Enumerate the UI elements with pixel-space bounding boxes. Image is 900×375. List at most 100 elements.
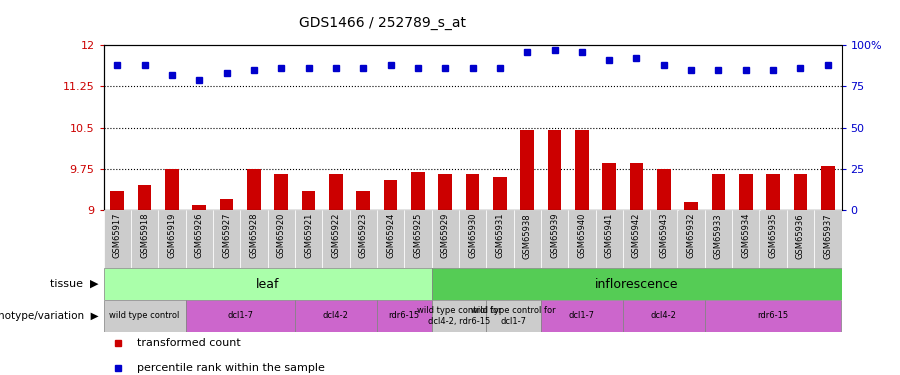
Text: GSM65934: GSM65934 [742,213,751,258]
Text: dcl4-2: dcl4-2 [651,311,677,320]
Bar [431,300,486,332]
Bar [712,174,725,210]
Bar [302,191,315,210]
Text: GSM65942: GSM65942 [632,213,641,258]
Bar [568,210,596,268]
Text: GSM65919: GSM65919 [167,213,176,258]
Bar [486,300,541,332]
Text: wild type control: wild type control [109,311,180,320]
Text: dcl4-2: dcl4-2 [323,311,349,320]
Text: leaf: leaf [256,278,279,291]
Text: rdr6-15: rdr6-15 [389,311,419,320]
Text: dcl1-7: dcl1-7 [569,311,595,320]
Bar [158,210,185,268]
Bar [486,210,514,268]
Text: GSM65918: GSM65918 [140,213,149,258]
Text: GSM65931: GSM65931 [495,213,504,258]
Text: wild type control for
dcl4-2, rdr6-15: wild type control for dcl4-2, rdr6-15 [417,306,501,326]
Text: tissue  ▶: tissue ▶ [50,279,99,289]
Text: GSM65917: GSM65917 [112,213,122,258]
Bar [404,210,431,268]
Text: GSM65921: GSM65921 [304,213,313,258]
Text: GSM65943: GSM65943 [660,213,669,258]
Bar [377,210,404,268]
Text: rdr6-15: rdr6-15 [758,311,788,320]
Bar [383,180,397,210]
Text: GSM65920: GSM65920 [276,213,285,258]
Text: GSM65923: GSM65923 [359,213,368,258]
Text: GSM65938: GSM65938 [523,213,532,258]
Text: percentile rank within the sample: percentile rank within the sample [137,363,325,373]
Text: GDS1466 / 252789_s_at: GDS1466 / 252789_s_at [299,16,466,30]
Text: GSM65941: GSM65941 [605,213,614,258]
Bar [267,210,295,268]
Bar [623,300,705,332]
Bar [794,174,807,210]
Text: inflorescence: inflorescence [595,278,679,291]
Bar [733,210,760,268]
Bar [541,300,623,332]
Text: GSM65933: GSM65933 [714,213,723,258]
Text: GSM65937: GSM65937 [824,213,832,258]
Bar [630,163,644,210]
Bar [138,185,151,210]
Bar [193,204,206,210]
Bar [705,210,733,268]
Bar [623,210,650,268]
Text: GSM65922: GSM65922 [331,213,340,258]
Bar [240,210,267,268]
Bar [465,174,480,210]
Text: GSM65927: GSM65927 [222,213,231,258]
Bar [657,169,670,210]
Bar [274,174,288,210]
Bar [739,174,752,210]
Text: GSM65924: GSM65924 [386,213,395,258]
Bar [349,210,377,268]
Bar [185,210,212,268]
Bar [295,300,377,332]
Text: GSM65936: GSM65936 [796,213,805,258]
Text: GSM65930: GSM65930 [468,213,477,258]
Text: GSM65929: GSM65929 [441,213,450,258]
Text: wild type control for
dcl1-7: wild type control for dcl1-7 [472,306,556,326]
Bar [295,210,322,268]
Bar [684,202,698,210]
Text: GSM65928: GSM65928 [249,213,258,258]
Text: transformed count: transformed count [137,338,240,348]
Bar [596,210,623,268]
Bar [438,174,452,210]
Bar [356,191,370,210]
Bar [514,210,541,268]
Bar [650,210,678,268]
Bar [411,171,425,210]
Bar [111,191,124,210]
Bar [322,210,349,268]
Bar [104,268,431,300]
Bar [185,300,295,332]
Bar [104,300,185,332]
Text: GSM65932: GSM65932 [687,213,696,258]
Bar [678,210,705,268]
Bar [548,130,562,210]
Text: genotype/variation  ▶: genotype/variation ▶ [0,311,99,321]
Bar [760,210,787,268]
Bar [520,130,534,210]
Bar [766,174,780,210]
Bar [220,199,233,210]
Text: GSM65935: GSM65935 [769,213,778,258]
Text: GSM65940: GSM65940 [577,213,586,258]
Text: GSM65925: GSM65925 [413,213,422,258]
Bar [821,166,834,210]
Bar [104,210,130,268]
Bar [787,210,814,268]
Bar [377,300,431,332]
Bar [165,169,179,210]
Bar [493,177,507,210]
Bar [459,210,486,268]
Bar [431,210,459,268]
Bar [541,210,568,268]
Bar [212,210,240,268]
Bar [130,210,158,268]
Bar [575,130,589,210]
Bar [602,163,616,210]
